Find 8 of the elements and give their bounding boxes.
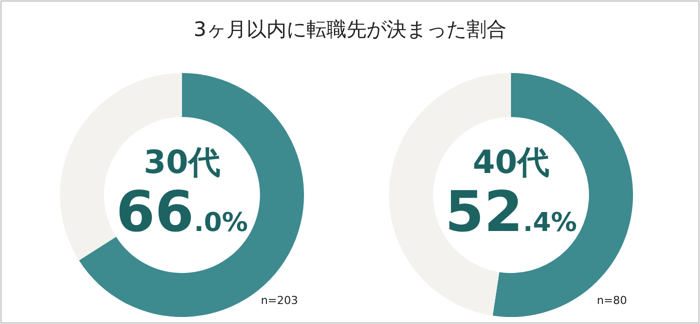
text: n=80 — [596, 294, 627, 307]
data-label: 66.0% — [116, 180, 248, 245]
text: n=203 — [260, 294, 298, 307]
donut-slice — [78, 73, 304, 317]
text: 40代 — [472, 143, 550, 181]
text: 30代 — [144, 143, 220, 181]
data-label: 52.4% — [445, 180, 577, 245]
text: 3ヶ月以内に転職先が決まった割合 — [194, 17, 506, 41]
